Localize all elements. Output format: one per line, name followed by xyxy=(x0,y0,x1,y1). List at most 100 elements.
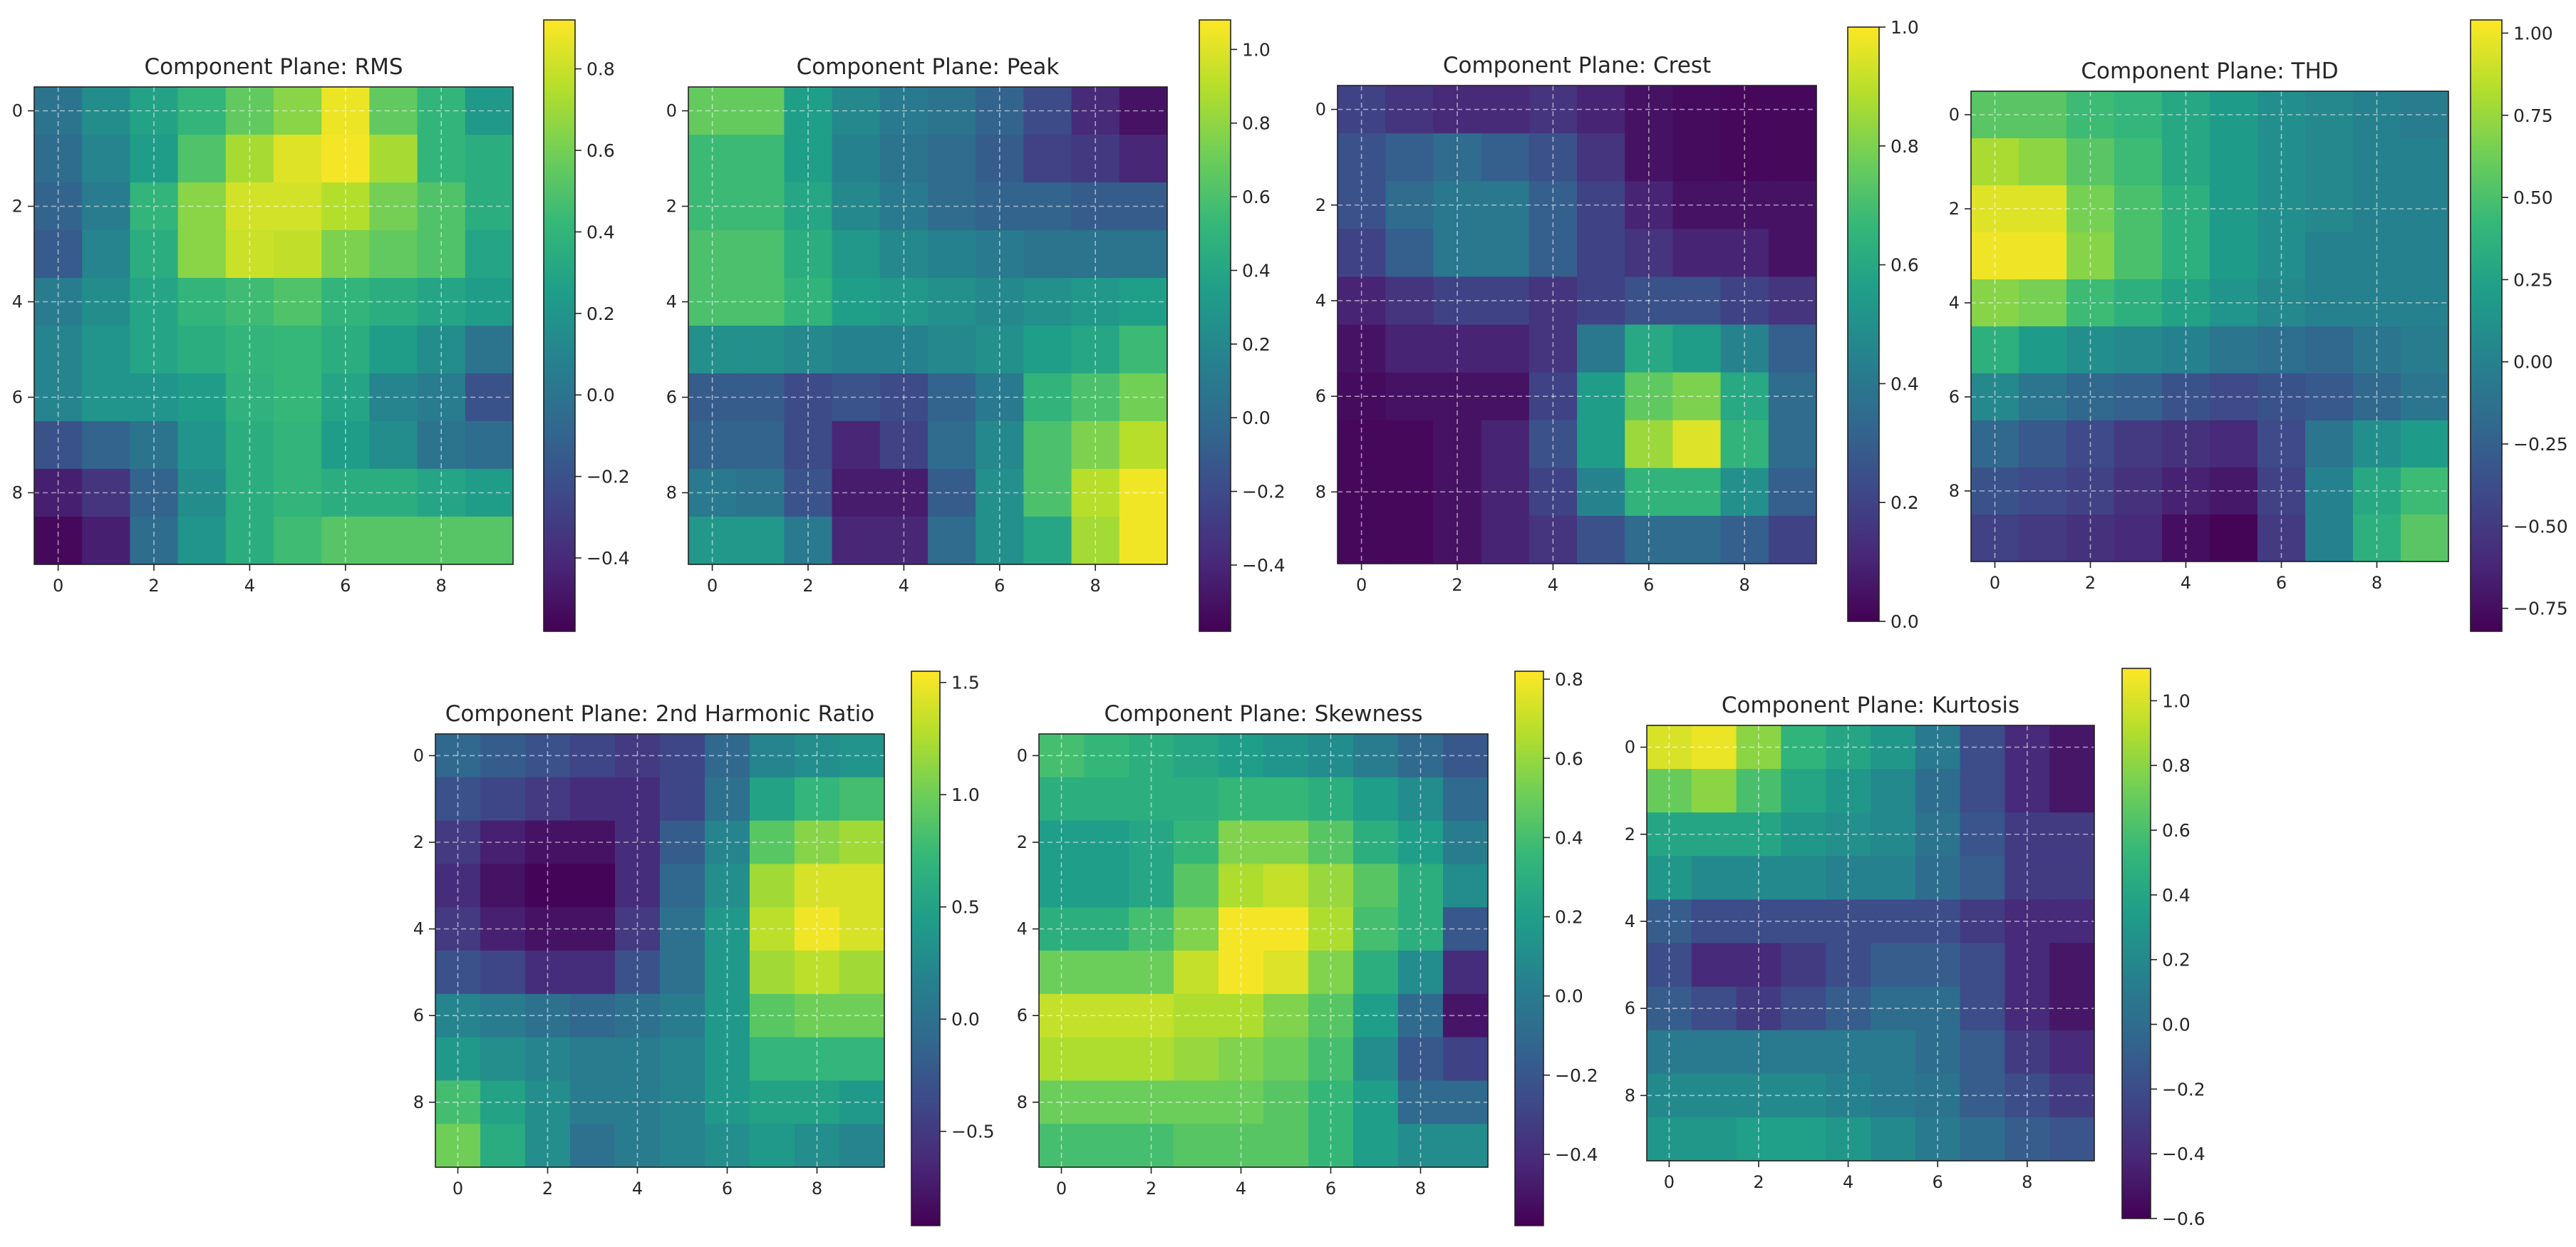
heatmap-cell xyxy=(784,421,833,470)
plot-frame xyxy=(33,86,514,565)
heatmap-cell xyxy=(2019,232,2067,280)
heatmap-cell xyxy=(1960,1117,2005,1161)
heatmap-cell xyxy=(1023,326,1072,374)
heatmap-cell xyxy=(1871,1073,1916,1118)
x-tick-label: 8 xyxy=(1090,576,1101,596)
heatmap-cell xyxy=(274,373,322,422)
heatmap-cell xyxy=(2210,232,2258,280)
x-tick-label: 0 xyxy=(707,576,718,596)
colorbar-tick-label: −0.50 xyxy=(2513,516,2568,537)
y-tick-label: 2 xyxy=(1625,824,1635,844)
heatmap-cell xyxy=(1691,943,1737,988)
heatmap-cell xyxy=(1385,324,1434,373)
heatmap-cell xyxy=(1119,135,1168,183)
heatmap-cell xyxy=(1443,1124,1489,1168)
y-tick-label: 0 xyxy=(12,101,23,121)
heatmap-cell xyxy=(2210,91,2258,139)
heatmap-cell xyxy=(1443,951,1489,995)
heatmap-cell xyxy=(1672,515,1722,564)
colorbar-tick-label: 0.0 xyxy=(2162,1015,2190,1035)
y-tick-label: 4 xyxy=(12,292,23,312)
heatmap-cell xyxy=(274,469,322,517)
colorbar-tick-label: 0.0 xyxy=(951,1009,980,1030)
heatmap-cell xyxy=(1871,1030,1916,1075)
colorbar-tick-label: 1.0 xyxy=(2162,690,2190,711)
heatmap-cell xyxy=(2114,326,2163,374)
heatmap-cell xyxy=(1768,515,1817,564)
heatmap-cell xyxy=(2305,514,2354,562)
colorbar-tick-label: 0.6 xyxy=(586,140,615,161)
x-tick-label: 2 xyxy=(802,576,813,596)
x-tick-label: 6 xyxy=(1643,575,1654,595)
heatmap-cell xyxy=(1353,1124,1399,1168)
heatmap-cell xyxy=(1023,517,1072,565)
colorbar-tick-label: 0.4 xyxy=(2162,885,2190,906)
y-tick-label: 8 xyxy=(413,1092,424,1112)
heatmap-cell xyxy=(688,326,737,374)
chart-title: Component Plane: Skewness xyxy=(1104,701,1422,727)
heatmap-cell xyxy=(82,230,130,279)
heatmap-cell xyxy=(660,1124,705,1168)
heatmap-cell xyxy=(1263,777,1309,822)
heatmap-cell xyxy=(480,1037,526,1081)
heatmap-cell xyxy=(1174,864,1219,908)
plot-frame xyxy=(688,86,1168,565)
chart-title: Component Plane: Peak xyxy=(797,54,1060,80)
x-tick-label: 8 xyxy=(2022,1172,2032,1192)
heatmap-cell xyxy=(1338,86,1386,134)
heatmap-cell xyxy=(928,87,976,135)
heatmap-cell xyxy=(2401,514,2449,562)
colorbar-tick-label: 0.00 xyxy=(2513,352,2553,373)
heatmap-cell xyxy=(832,87,881,135)
colorbar-tick-label: 0.0 xyxy=(1890,611,1919,632)
heatmap-cell xyxy=(1960,1030,2005,1075)
heatmap-cell xyxy=(928,230,976,279)
heatmap-cell xyxy=(369,421,418,470)
heatmap-cell xyxy=(1481,420,1530,469)
heatmap-cell xyxy=(1528,324,1578,373)
y-tick-label: 2 xyxy=(666,197,677,217)
heatmap-cell xyxy=(2049,856,2095,900)
heatmap-cell xyxy=(1119,326,1168,374)
heatmap-cell xyxy=(928,421,976,470)
colorbar-tick-label: −0.2 xyxy=(2162,1079,2205,1099)
x-tick-label: 0 xyxy=(1356,575,1367,595)
colorbar xyxy=(1847,26,1880,622)
heatmap-cell xyxy=(1768,229,1817,277)
heatmap-cell xyxy=(2305,185,2354,233)
y-tick-label: 2 xyxy=(413,832,424,852)
heatmap-cell xyxy=(1174,1124,1219,1168)
plot-frame xyxy=(435,733,885,1168)
x-tick-label: 4 xyxy=(244,576,255,596)
heatmap-cell xyxy=(928,517,976,565)
colorbar-tick-label: −0.25 xyxy=(2513,434,2568,455)
colorbar xyxy=(2470,19,2503,632)
heatmap-cell xyxy=(274,230,322,279)
heatmap-cell xyxy=(660,777,705,822)
x-tick-label: 4 xyxy=(2181,573,2191,593)
heatmap-cell xyxy=(976,326,1024,374)
heatmap-cell xyxy=(1720,86,1769,134)
heatmap-cell xyxy=(1672,133,1722,182)
colorbar-tick-label: 0.8 xyxy=(1555,669,1583,690)
heatmap-cell xyxy=(2049,1117,2095,1161)
heatmap-cell xyxy=(1481,229,1530,277)
x-tick-label: 0 xyxy=(1056,1179,1067,1199)
y-tick-label: 0 xyxy=(1949,105,1960,125)
heatmap-cell xyxy=(1481,276,1530,326)
heatmap-cell xyxy=(1672,229,1722,277)
heatmap-cell xyxy=(660,951,705,995)
x-tick-label: 8 xyxy=(436,576,447,596)
x-tick-label: 6 xyxy=(1325,1179,1336,1199)
heatmap-cell xyxy=(34,87,83,135)
heatmap-cell xyxy=(1084,1037,1129,1081)
heatmap-cell xyxy=(660,1037,705,1081)
heatmap-cell xyxy=(1971,185,2019,233)
heatmap-cell xyxy=(1691,769,1737,813)
heatmap-cell xyxy=(1119,421,1168,470)
y-tick-label: 6 xyxy=(1315,386,1326,406)
heatmap-cell xyxy=(1691,1030,1737,1075)
heatmap-cell xyxy=(832,278,881,326)
heatmap-cell xyxy=(1971,91,2019,139)
